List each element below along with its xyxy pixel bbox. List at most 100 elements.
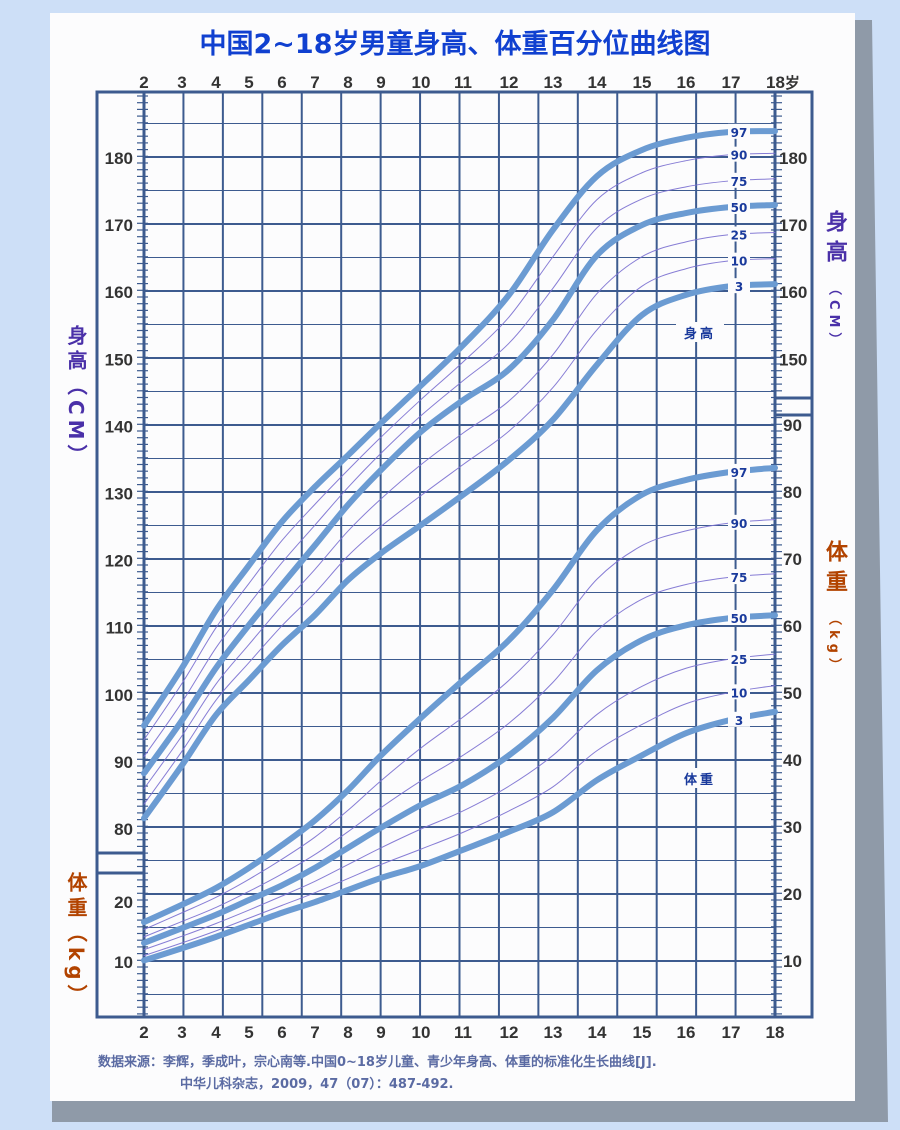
percentile-label-bg — [728, 684, 750, 700]
height-curve-p97 — [141, 128, 778, 729]
top-age-label: 10 — [412, 73, 431, 92]
height-curve-p10 — [143, 258, 776, 805]
weight-percentile-label-10: 10 — [731, 686, 748, 700]
left-height-tick-label: 120 — [105, 552, 133, 571]
left-height-tick-label: 130 — [105, 485, 133, 504]
bottom-age-label: 2 — [139, 1023, 148, 1042]
top-age-label: 4 — [211, 73, 221, 92]
inline-label-weight: 体重 — [684, 772, 716, 788]
height-percentile-label-97: 97 — [731, 126, 748, 140]
top-age-label: 3 — [177, 73, 186, 92]
left-height-tick-label: 170 — [105, 216, 133, 235]
height-percentile-label-50: 50 — [731, 201, 748, 215]
right-height-label: 身高 — [822, 210, 847, 270]
bottom-age-label: 18 — [766, 1023, 785, 1042]
top-age-label: 11 — [454, 73, 472, 92]
right-weight-tick-label: 20 — [783, 885, 802, 904]
right-weight-tick-label: 60 — [783, 617, 802, 636]
percentile-label-bg — [728, 226, 750, 242]
right-weight-tick-label: 80 — [783, 483, 802, 502]
height-curve-p25 — [143, 231, 776, 790]
height-curve-p90 — [143, 152, 776, 741]
right-weight-tick-label: 30 — [783, 818, 802, 837]
right-weight-tick-label: 50 — [783, 684, 802, 703]
weight-curve-p3 — [141, 708, 778, 964]
bottom-age-label: 13 — [544, 1023, 563, 1042]
percentile-label-bg — [728, 123, 750, 139]
right-weight-tick-label: 40 — [783, 751, 802, 770]
percentile-label-bg — [728, 252, 750, 268]
right-weight-label: 体重 — [822, 540, 847, 600]
top-age-label: 15 — [633, 73, 652, 92]
height-percentile-label-3: 3 — [735, 280, 743, 294]
bottom-age-label: 7 — [310, 1023, 319, 1042]
bottom-age-label: 17 — [722, 1023, 741, 1042]
left-height-tick-label: 100 — [105, 686, 133, 705]
top-age-label: 16 — [677, 73, 696, 92]
right-weight-tick-label: 10 — [783, 952, 802, 971]
top-age-label: 9 — [376, 73, 385, 92]
weight-percentile-label-75: 75 — [731, 571, 748, 585]
percentile-label-bg — [728, 514, 750, 530]
weight-percentile-label-50: 50 — [731, 612, 748, 626]
inline-label-weight-bg — [676, 768, 724, 788]
left-weight-tick-label: 10 — [114, 953, 133, 972]
right-height-tick-label: 150 — [779, 350, 807, 369]
left-height-tick-label: 110 — [106, 619, 133, 638]
bottom-age-label: 16 — [677, 1023, 696, 1042]
percentile-label-bg — [728, 650, 750, 666]
left-height-tick-label: 150 — [105, 350, 133, 369]
grid — [95, 90, 814, 1019]
bottom-age-label: 12 — [500, 1023, 519, 1042]
percentile-label-bg — [728, 172, 750, 188]
weight-percentile-label-90: 90 — [731, 517, 748, 531]
inline-label-height-bg — [676, 322, 724, 342]
top-age-label: 17 — [722, 73, 741, 92]
age-unit: 岁 — [785, 74, 800, 92]
right-weight-tick-label: 90 — [783, 416, 802, 435]
left-height-axis-label: 身高（CM） — [64, 325, 88, 470]
percentile-label-bg — [728, 198, 750, 214]
chart-title: 中国2~18岁男童身高、体重百分位曲线图 — [200, 28, 711, 60]
top-age-label: 13 — [544, 73, 563, 92]
weight-curve-p75 — [143, 573, 776, 938]
weight-curve-p10 — [143, 685, 776, 957]
percentile-label-bg — [728, 463, 750, 479]
top-age-label: 12 — [500, 73, 519, 92]
top-age-label: 2 — [139, 73, 148, 92]
source-line-2: 中华儿科杂志，2009，47（07）：487-492. — [180, 1077, 454, 1092]
top-age-label: 7 — [310, 73, 319, 92]
weight-percentile-label-25: 25 — [731, 653, 748, 667]
percentile-label-bg — [728, 569, 750, 585]
percentile-label-bg — [728, 278, 750, 294]
bottom-age-label: 8 — [343, 1023, 352, 1042]
height-percentile-label-90: 90 — [731, 149, 748, 163]
top-age-label: 8 — [343, 73, 352, 92]
left-height-tick-label: 80 — [114, 820, 133, 839]
percentile-label-bg — [728, 711, 750, 727]
left-weight-axis-label: 体重（kg） — [64, 872, 88, 1010]
curves: 97 90 75 50 25 10 3 97 90 75 50 25 10 3 — [141, 123, 778, 964]
height-curve-p3 — [141, 281, 778, 822]
weight-percentile-label-3: 3 — [735, 714, 743, 728]
weight-curve-p50 — [141, 612, 778, 946]
bottom-age-label: 9 — [376, 1023, 385, 1042]
chart-frame — [95, 90, 814, 1019]
height-percentile-label-10: 10 — [731, 255, 748, 269]
right-weight-tick-label: 70 — [783, 550, 802, 569]
left-height-tick-label: 140 — [105, 417, 133, 436]
bottom-age-label: 14 — [588, 1023, 607, 1042]
height-percentile-label-25: 25 — [731, 228, 748, 242]
left-height-tick-label: 160 — [105, 283, 133, 302]
inline-label-height: 身高 — [684, 326, 716, 342]
weight-curve-p97 — [141, 464, 778, 926]
right-height-tick-label: 170 — [779, 216, 807, 235]
bottom-age-label: 11 — [454, 1023, 472, 1042]
height-curve-p75 — [143, 178, 776, 758]
left-height-tick-label: 90 — [114, 753, 133, 772]
source-line-1: 数据来源：李辉，季成叶，宗心南等.中国0~18岁儿童、青少年身高、体重的标准化生… — [98, 1055, 657, 1070]
percentile-label-bg — [728, 609, 750, 625]
right-height-tick-label: 180 — [779, 149, 807, 168]
right-weight-unit: （kg） — [826, 612, 841, 676]
bottom-age-label: 3 — [177, 1023, 186, 1042]
